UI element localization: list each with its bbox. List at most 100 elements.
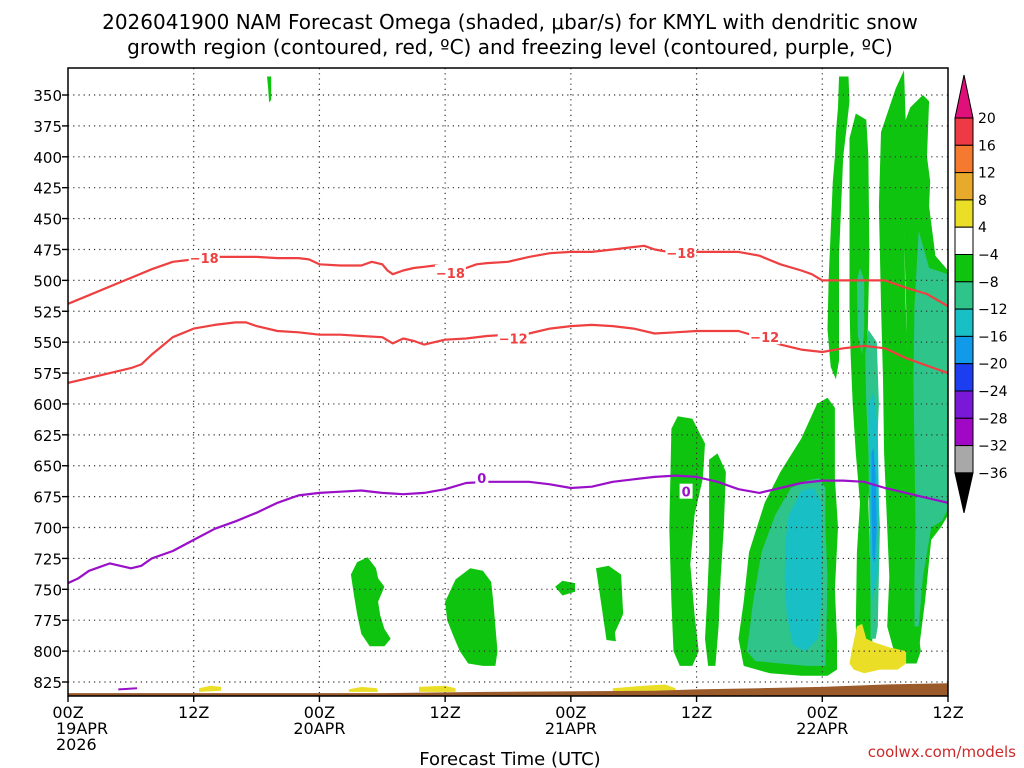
- colorbar-label-4: 4: [978, 220, 987, 236]
- colorbar-label-6: −8: [978, 275, 999, 291]
- colorbar-label-3: 8: [978, 193, 987, 209]
- y-tick-label-575: 575: [33, 365, 62, 383]
- x-tick-label-84-0: 12Z: [932, 703, 963, 722]
- y-tick-label-350: 350: [33, 87, 62, 105]
- grid-lines: [68, 68, 948, 696]
- colorbar-label-11: −28: [978, 411, 1008, 427]
- colorbar-segment-8: [954, 335, 974, 365]
- y-tick-label-775: 775: [33, 612, 62, 630]
- y-tick-label-800: 800: [33, 643, 62, 661]
- omega-region-green-5: [669, 416, 705, 666]
- colorbar-label-7: −12: [978, 302, 1008, 318]
- colorbar-segment-1: [954, 144, 974, 174]
- omega-region-green-0: [267, 76, 272, 103]
- x-tick-label-0-0: 00Z: [52, 703, 83, 722]
- ground-layer: [68, 683, 948, 696]
- omega-region-yellow-19: [199, 685, 221, 692]
- omega-gap: [729, 603, 740, 626]
- omega-region-yellow-23: [849, 623, 907, 674]
- x-tick-label-72-0: 00Z: [807, 703, 838, 722]
- omega-region-green-8: [827, 76, 850, 380]
- colorbar-top-arrow: [954, 74, 974, 119]
- ground-fill: [68, 683, 948, 696]
- contour-label-bg-2-0: [475, 470, 489, 486]
- colorbar-label-1: 16: [978, 138, 996, 154]
- omega-region-green-2: [445, 568, 498, 666]
- y-tick-label-375: 375: [33, 118, 62, 136]
- contour-label-0-1: −18: [436, 267, 465, 282]
- omega-region-teal-15: [856, 268, 865, 355]
- x-tick-label-72-1: 22APR: [796, 719, 848, 738]
- x-tick-label-48-0: 00Z: [555, 703, 586, 722]
- colorbar-label-10: −24: [978, 384, 1008, 400]
- y-tick-label-450: 450: [33, 211, 62, 229]
- colorbar: 20 16 12 8 4 −4 −8 −12 −16 −20 −24 −28 −32 −36: [954, 74, 1008, 514]
- colorbar-segment-12: [954, 445, 974, 474]
- colorbar-label-2: 12: [978, 166, 996, 182]
- contours: −18 −18 −18 −12 −12 0 0: [68, 244, 948, 585]
- y-tick-label-475: 475: [33, 241, 62, 259]
- plot-frame: [67, 67, 949, 697]
- y-axis: 350 375 400 425 450 475 500 525 550 575 600 625 650 6…: [33, 87, 68, 692]
- x-tick-label-0-2: 2026: [56, 735, 97, 754]
- colorbar-segment-7: [954, 308, 974, 337]
- chart-title-line2: growth region (contoured, red, ºC) and f…: [127, 35, 893, 59]
- colorbar-label-5: −4: [978, 248, 999, 264]
- omega-region-teal-13: [913, 230, 948, 627]
- colorbar-segment-11: [954, 417, 974, 447]
- colorbar-label-9: −20: [978, 357, 1008, 373]
- contour-label-0-2: −18: [666, 247, 695, 262]
- contour-label-2-1: 0: [682, 486, 691, 501]
- colorbar-segment-3: [954, 199, 974, 228]
- omega-region-cyan-16: [784, 488, 823, 652]
- omega-region-yellow-22: [612, 684, 676, 692]
- omega-region-green-6: [705, 453, 726, 666]
- colorbar-segment-0: [954, 117, 974, 146]
- x-axis-label: Forecast Time (UTC): [419, 749, 600, 768]
- colorbar-segment-6: [954, 281, 974, 310]
- x-tick-label-36-0: 12Z: [429, 703, 460, 722]
- omega-region-green-3: [555, 580, 575, 596]
- contour-label-bg-1-1: [749, 329, 781, 345]
- y-tick-label-500: 500: [33, 272, 62, 290]
- contour-label-bg-1-0: [497, 330, 529, 346]
- y-tick-label-650: 650: [33, 458, 62, 476]
- omega-region-green-4: [596, 565, 624, 642]
- contour-label-bg-0-1: [434, 264, 466, 280]
- omega-region-green-9: [849, 113, 873, 670]
- omega-region-blue-18: [871, 447, 877, 563]
- contour-line-1: [68, 321, 948, 384]
- omega-region-green-10: [878, 70, 921, 664]
- colorbar-segment-5: [954, 254, 974, 283]
- omega-region-green-1: [350, 557, 391, 647]
- omega-region-yellow-20: [348, 686, 379, 692]
- colorbar-label-12: −32: [978, 439, 1008, 455]
- colorbar-label-13: −36: [978, 466, 1008, 482]
- x-tick-label-12-0: 12Z: [178, 703, 209, 722]
- y-tick-label-675: 675: [33, 489, 62, 507]
- colorbar-bottom-arrow: [954, 472, 974, 514]
- credit-text: coolwx.com/models: [868, 743, 1016, 761]
- y-tick-label-700: 700: [33, 520, 62, 538]
- colorbar-label-0: 20: [978, 111, 996, 127]
- colorbar-label-8: −16: [978, 329, 1008, 345]
- colorbar-segment-4: [954, 226, 974, 255]
- y-tick-label-750: 750: [33, 581, 62, 599]
- contour-line-0: [68, 244, 948, 308]
- y-tick-label-625: 625: [33, 427, 62, 445]
- contour-label-2-0: 0: [477, 472, 486, 487]
- y-tick-label-525: 525: [33, 303, 62, 321]
- omega-shading: [199, 70, 948, 692]
- chart-title-line1: 2026041900 NAM Forecast Omega (shaded, μ…: [102, 10, 918, 34]
- x-tick-label-24-1: 20APR: [293, 719, 345, 738]
- y-tick-label-425: 425: [33, 180, 62, 198]
- x-tick-label-48-1: 21APR: [545, 719, 597, 738]
- y-tick-label-400: 400: [33, 149, 62, 167]
- x-tick-label-0-1: 19APR: [56, 719, 108, 738]
- colorbar-segment-2: [954, 172, 974, 201]
- x-tick-label-60-0: 12Z: [681, 703, 712, 722]
- surface-freezing-streak: [118, 687, 138, 691]
- y-tick-label-550: 550: [33, 334, 62, 352]
